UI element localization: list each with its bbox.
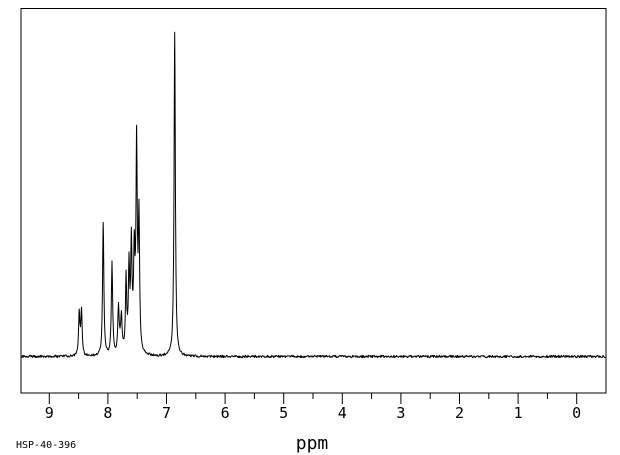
x-tick-label: 2 [455,404,464,422]
x-tick-label: 3 [396,404,405,422]
x-tick-label: 1 [514,404,523,422]
x-tick-label: 4 [338,404,347,422]
x-tick-label: 8 [103,404,112,422]
x-tick-label: 9 [45,404,54,422]
x-tick-label: 7 [162,404,171,422]
x-tick-label: 0 [572,404,581,422]
x-axis-ticks [48,393,578,404]
x-tick-label: 5 [279,404,288,422]
spectrum-trace [20,31,606,359]
plot-border [20,8,607,394]
x-tick-label: 6 [221,404,230,422]
x-axis-tick-labels: 9 8 7 6 5 4 3 2 1 0 [45,404,581,422]
sample-id-label: HSP-40-396 [16,440,76,451]
x-axis-label: ppm [296,433,329,454]
